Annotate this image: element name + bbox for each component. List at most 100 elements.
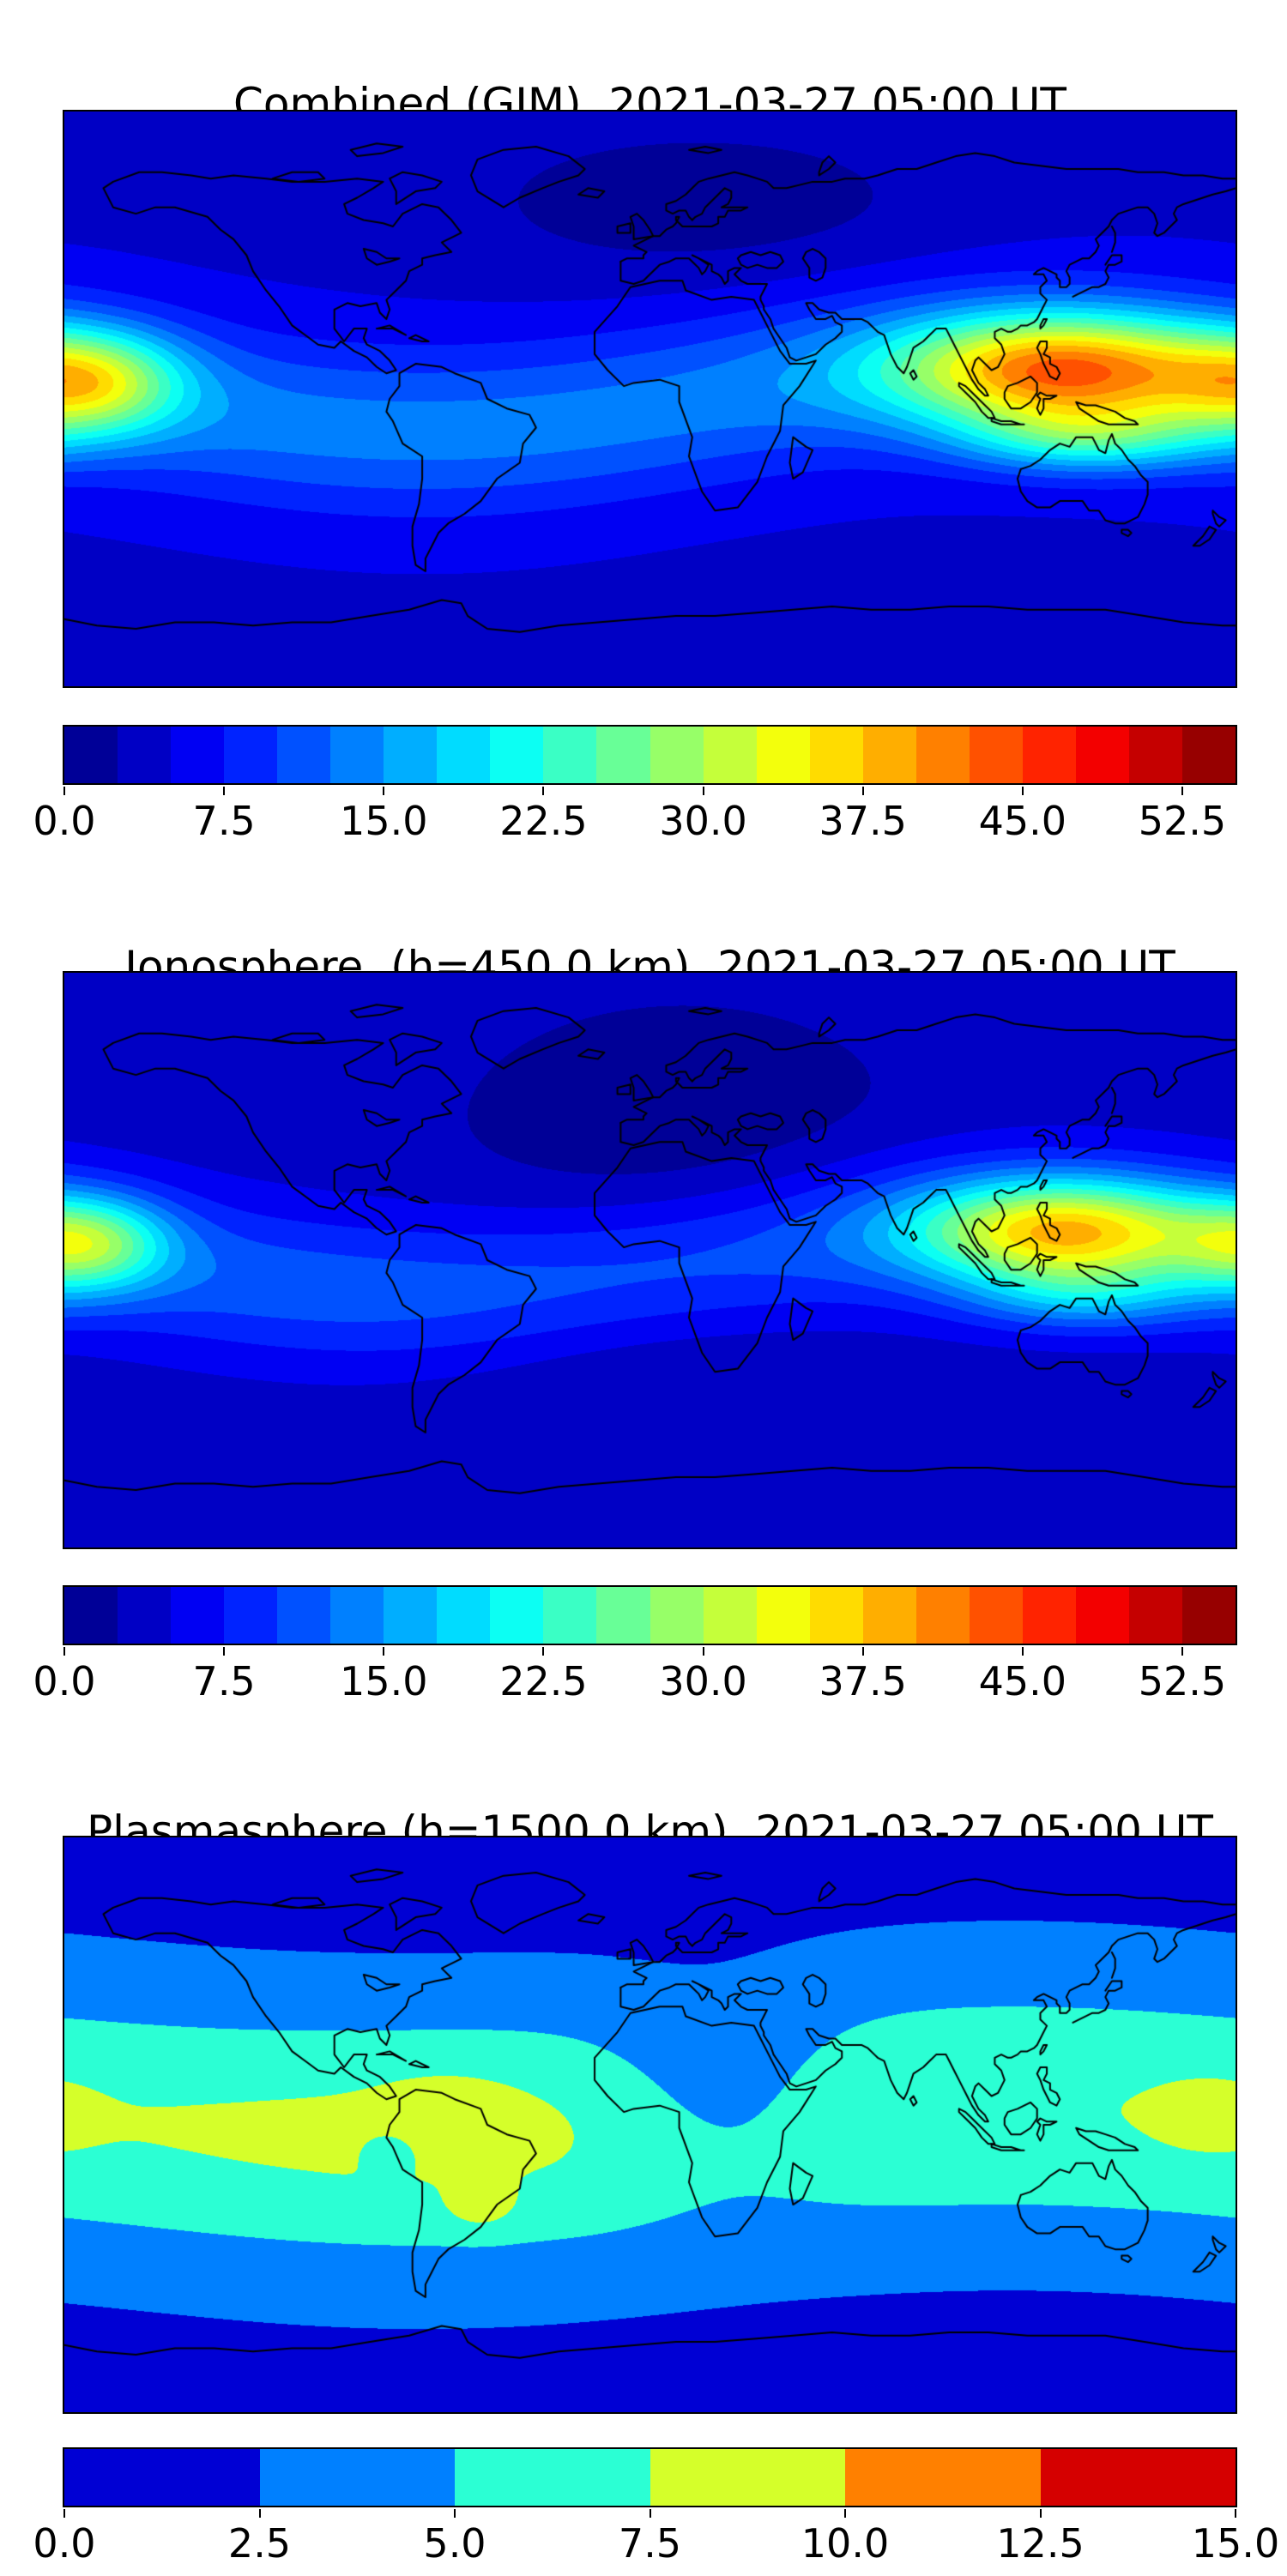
- colorbar-segment: [64, 1587, 118, 1644]
- colorbar-segment: [490, 1587, 544, 1644]
- colorbar-segment: [1181, 1587, 1236, 1644]
- colorbar-tick-label: 15.0: [340, 798, 428, 844]
- colorbar-segment: [330, 727, 384, 783]
- colorbar-segment: [862, 1587, 916, 1644]
- colorbar-tick-mark: [1021, 787, 1024, 795]
- colorbar-tick-mark: [861, 787, 864, 795]
- colorbar-segment: [969, 727, 1023, 783]
- colorbar-tick-mark: [63, 1647, 65, 1656]
- colorbar-tick-label: 7.5: [618, 2520, 682, 2567]
- colorbar-tick-label: 0.0: [33, 798, 96, 844]
- colorbar-tick-label: 52.5: [1138, 798, 1227, 844]
- colorbar-segment: [64, 2449, 260, 2506]
- colorbar-ticks-ionosphere: 0.0 7.5 15.0 22.5 30.0 37.5 45.0 52.5: [33, 1647, 1236, 1714]
- colorbar-segment: [543, 727, 597, 783]
- colorbar-tick-mark: [542, 1647, 545, 1656]
- colorbar-tick-label: 30.0: [659, 798, 747, 844]
- colorbar-segment: [330, 1587, 384, 1644]
- map-ionosphere: [63, 971, 1237, 1549]
- colorbar-segment: [809, 1587, 863, 1644]
- colorbar-segment: [1022, 1587, 1076, 1644]
- colorbar-ticks-plasmasphere: 0.0 2.5 5.0 7.5 10.0 12.5 15.0: [33, 2509, 1279, 2576]
- colorbar-tick-label: 52.5: [1138, 1658, 1227, 1704]
- colorbar-segment: [1181, 727, 1236, 783]
- colorbar-segment: [596, 727, 650, 783]
- colorbar-segment: [1075, 727, 1129, 783]
- colorbar-segment: [118, 727, 172, 783]
- colorbar-segment: [596, 1587, 650, 1644]
- colorbar-tick-mark: [63, 787, 65, 795]
- colorbar-segment: [969, 1587, 1023, 1644]
- colorbar-segment: [1075, 1587, 1129, 1644]
- colorbar-tick-label: 15.0: [1191, 2520, 1280, 2567]
- map-canvas-combined: [64, 112, 1236, 686]
- colorbar-tick-label: 2.5: [227, 2520, 292, 2567]
- colorbar-segment: [277, 1587, 331, 1644]
- colorbar-tick-label: 15.0: [340, 1658, 428, 1704]
- colorbar-tick-label: 37.5: [819, 1658, 907, 1704]
- map-canvas-plasmasphere: [64, 1837, 1236, 2412]
- colorbar-segment: [809, 727, 863, 783]
- colorbar-tick-label: 22.5: [499, 1658, 588, 1704]
- colorbar-segment: [650, 727, 704, 783]
- colorbar-segment: [543, 1587, 597, 1644]
- colorbar-segment: [455, 2449, 650, 2506]
- colorbar-segment: [1022, 727, 1076, 783]
- colorbar-tick-mark: [844, 2509, 846, 2518]
- colorbar-segment: [703, 727, 757, 783]
- colorbar-tick-mark: [1021, 1647, 1024, 1656]
- colorbar-tick-mark: [1235, 2509, 1236, 2518]
- map-canvas-ionosphere: [64, 973, 1236, 1547]
- colorbar-segment: [277, 727, 331, 783]
- colorbar-segment: [490, 727, 544, 783]
- colorbar-ionosphere: [63, 1585, 1237, 1645]
- colorbar-ticks-combined: 0.0 7.5 15.0 22.5 30.0 37.5 45.0 52.5: [33, 787, 1236, 854]
- colorbar-tick-mark: [1039, 2509, 1042, 2518]
- colorbar-tick-label: 7.5: [192, 798, 256, 844]
- colorbar-tick-label: 0.0: [33, 2520, 96, 2567]
- colorbar-segment: [118, 1587, 172, 1644]
- colorbar-tick-label: 45.0: [978, 798, 1067, 844]
- colorbar-combined: [63, 725, 1237, 785]
- colorbar-segment: [384, 727, 438, 783]
- colorbar-tick-label: 0.0: [33, 1658, 96, 1704]
- colorbar-segment: [224, 727, 278, 783]
- colorbar-tick-mark: [383, 787, 385, 795]
- colorbar-tick-mark: [861, 1647, 864, 1656]
- colorbar-segment: [224, 1587, 278, 1644]
- colorbar-segment: [384, 1587, 438, 1644]
- map-plasmasphere: [63, 1836, 1237, 2414]
- colorbar-segment: [650, 2449, 845, 2506]
- colorbar-segment: [171, 1587, 225, 1644]
- colorbar-tick-label: 30.0: [659, 1658, 747, 1704]
- colorbar-tick-label: 45.0: [978, 1658, 1067, 1704]
- colorbar-segment: [1128, 1587, 1182, 1644]
- colorbar-tick-mark: [702, 1647, 704, 1656]
- colorbar-segment: [1128, 727, 1182, 783]
- colorbar-tick-mark: [454, 2509, 456, 2518]
- colorbar-segment: [703, 1587, 757, 1644]
- colorbar-tick-mark: [702, 787, 704, 795]
- colorbar-segment: [437, 727, 491, 783]
- colorbar-segment: [64, 727, 118, 783]
- colorbar-tick-label: 22.5: [499, 798, 588, 844]
- colorbar-tick-label: 37.5: [819, 798, 907, 844]
- colorbar-tick-label: 5.0: [423, 2520, 486, 2567]
- map-combined: [63, 110, 1237, 688]
- colorbar-tick-mark: [1181, 787, 1183, 795]
- colorbar-segment: [650, 1587, 704, 1644]
- colorbar-tick-label: 10.0: [801, 2520, 890, 2567]
- colorbar-tick-label: 12.5: [996, 2520, 1085, 2567]
- colorbar-segment: [437, 1587, 491, 1644]
- colorbar-segment: [862, 727, 916, 783]
- colorbar-tick-mark: [649, 2509, 651, 2518]
- colorbar-segment: [1040, 2449, 1236, 2506]
- colorbar-tick-mark: [542, 787, 545, 795]
- colorbar-tick-mark: [63, 2509, 65, 2518]
- colorbar-segment: [259, 2449, 455, 2506]
- colorbar-segment: [756, 727, 810, 783]
- colorbar-tick-mark: [258, 2509, 261, 2518]
- colorbar-segment: [915, 1587, 970, 1644]
- colorbar-segment: [915, 727, 970, 783]
- colorbar-tick-mark: [223, 787, 226, 795]
